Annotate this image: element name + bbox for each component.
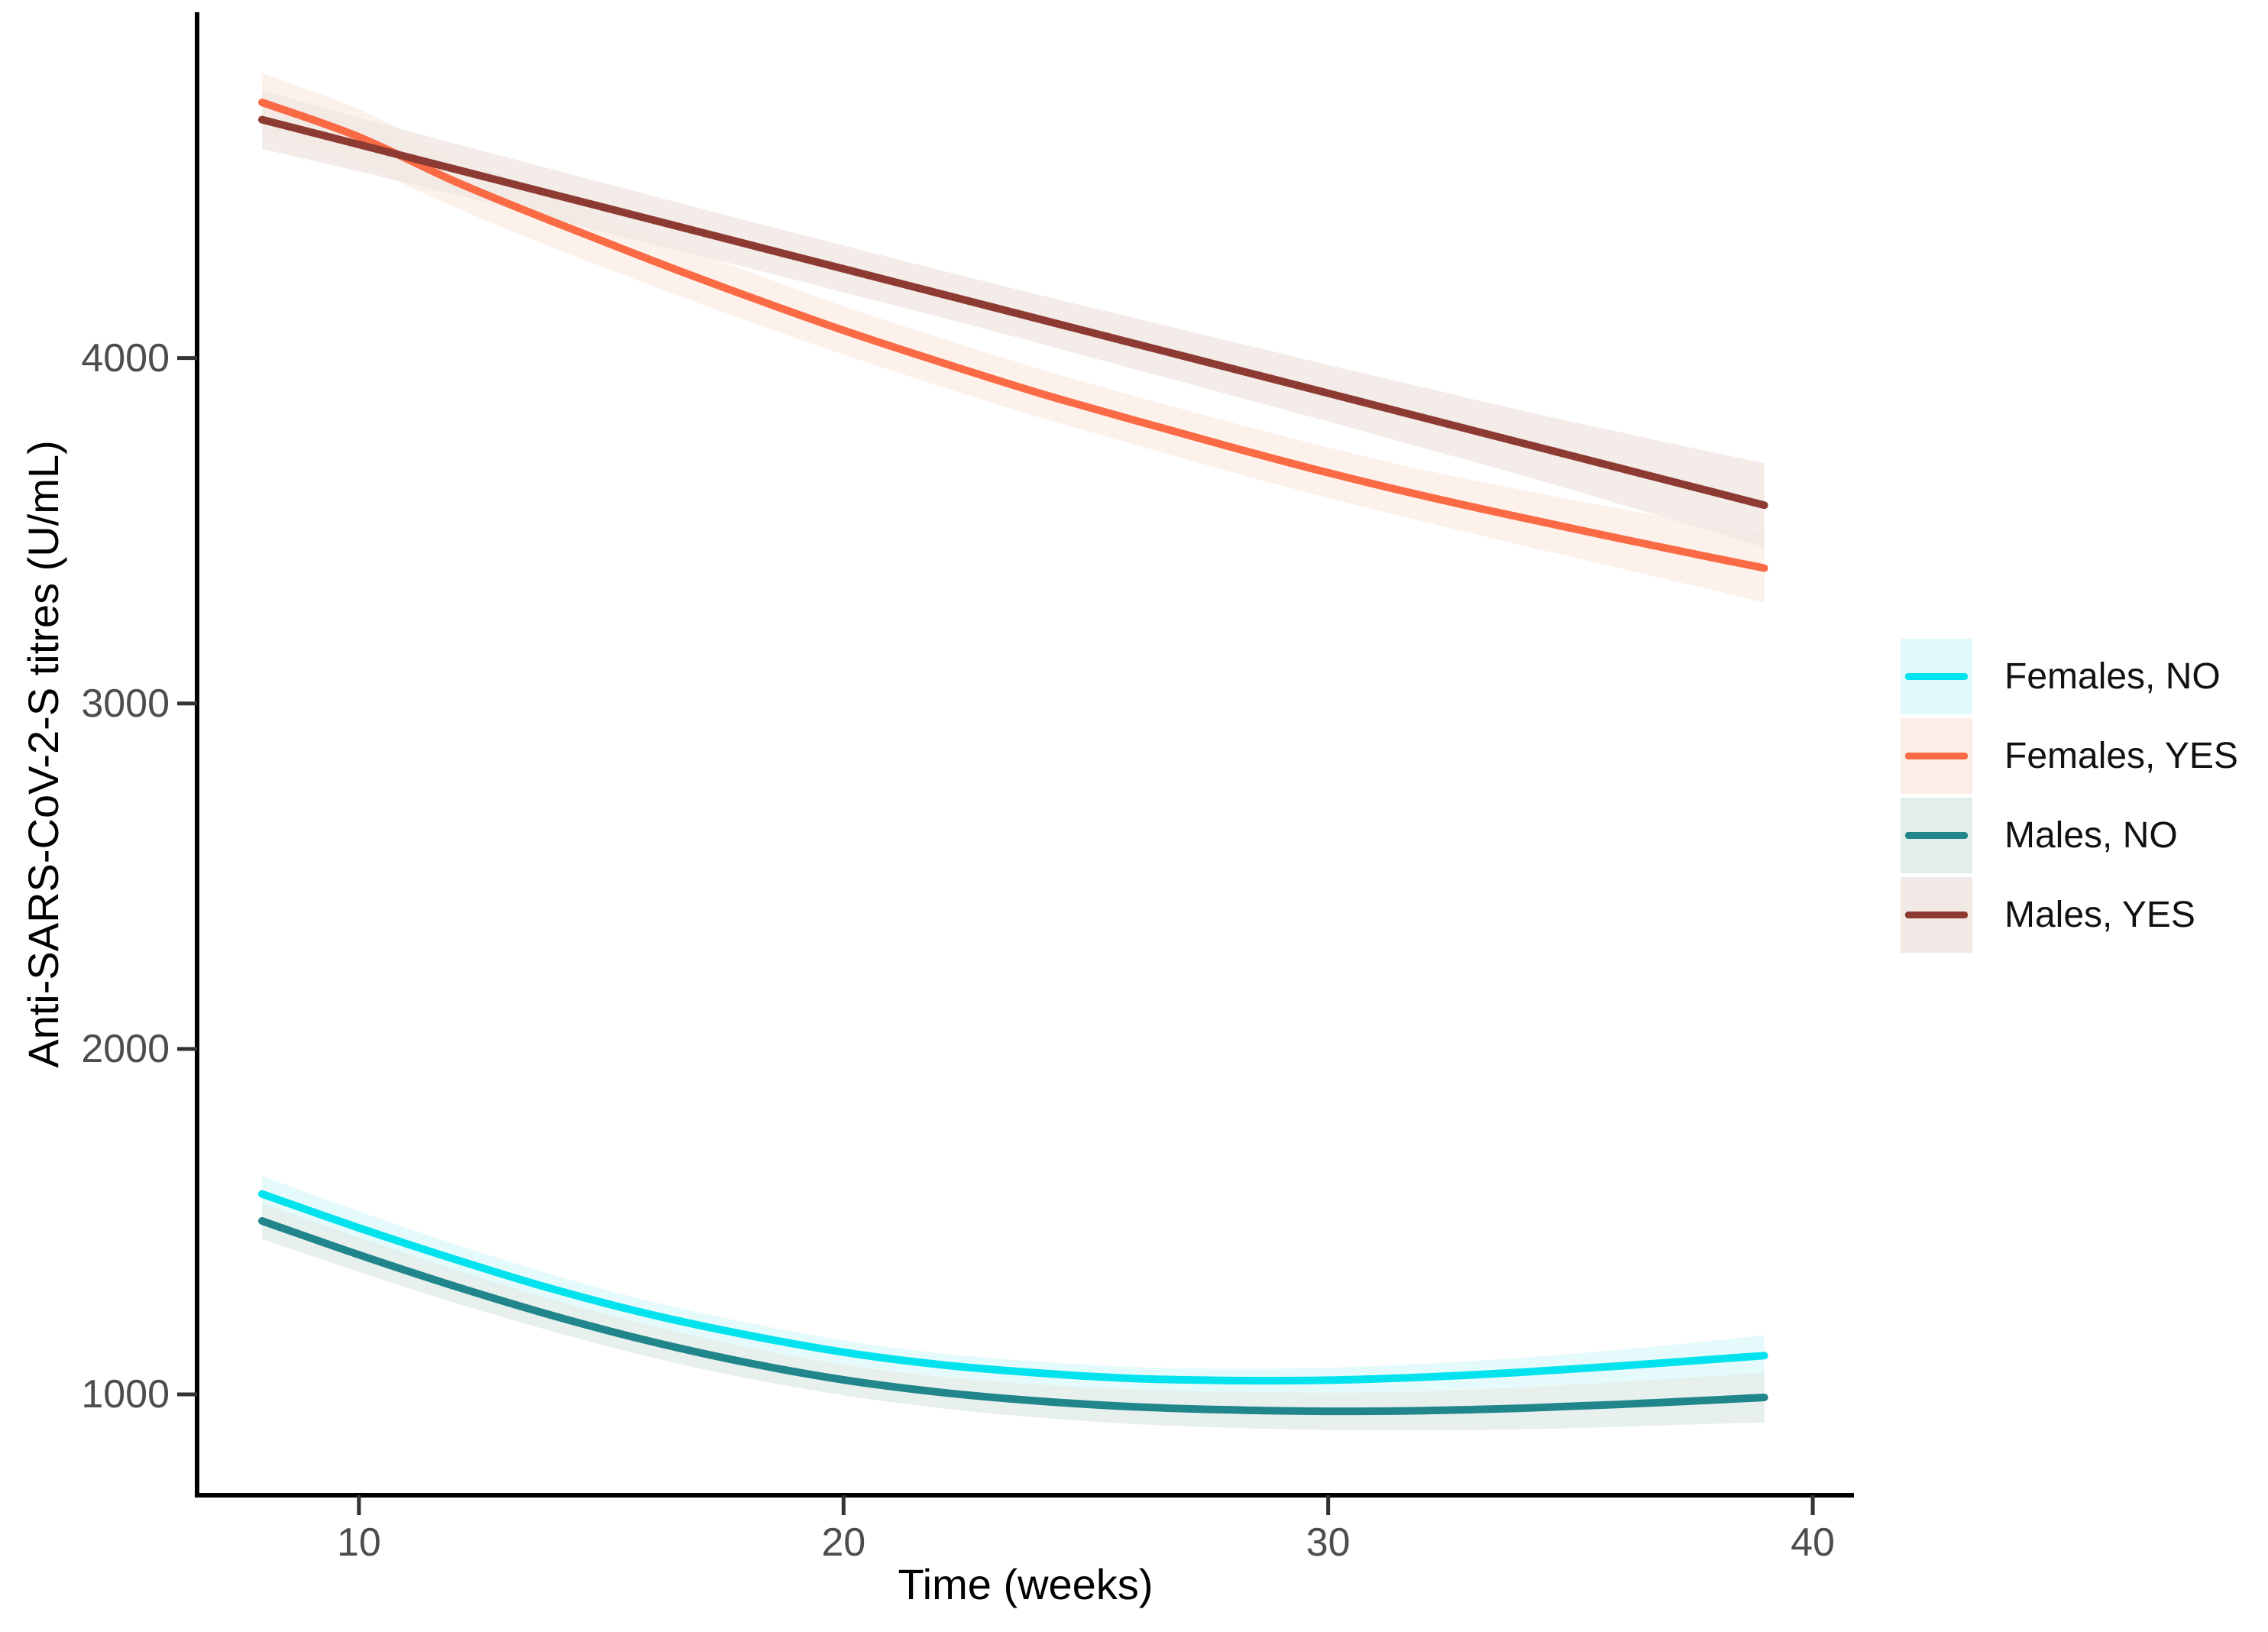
legend-key-swatch: [1901, 798, 1972, 873]
legend: Females, NO Females, YES Males, NO Males…: [1901, 639, 2238, 953]
x-tick-label: 30: [1305, 1520, 1351, 1565]
legend-item: Females, YES: [1901, 718, 2238, 794]
line-females-yes: [258, 99, 1768, 572]
legend-key-line: [1905, 832, 1968, 839]
legend-label: Males, NO: [2004, 814, 2178, 856]
legend-key-swatch: [1901, 877, 1972, 953]
y-axis-title: Anti-SARS-CoV-2-S titres (U/mL): [19, 439, 67, 1068]
legend-label: Males, YES: [2004, 894, 2195, 935]
line-females-no: [258, 1190, 1768, 1385]
y-tick-label: 4000: [81, 335, 170, 380]
legend-key-line: [1905, 912, 1968, 918]
x-axis-title: Time (weeks): [898, 1560, 1153, 1608]
ribbon-females-yes: [262, 73, 1765, 603]
y-tick-label: 3000: [81, 681, 170, 726]
legend-key-line: [1905, 673, 1968, 680]
legend-label: Females, NO: [2004, 656, 2221, 697]
legend-key-swatch: [1901, 639, 1972, 714]
ribbon-males-yes: [262, 90, 1765, 548]
x-tick-label: 40: [1791, 1520, 1835, 1565]
ribbon-females-no: [262, 1176, 1765, 1393]
x-tick-label: 20: [821, 1520, 866, 1565]
legend-item: Males, NO: [1901, 798, 2238, 873]
y-tick-label: 2000: [81, 1026, 170, 1071]
legend-label: Females, YES: [2004, 735, 2238, 776]
legend-key-swatch: [1901, 718, 1972, 794]
y-tick-label: 1000: [81, 1371, 170, 1417]
legend-key-line: [1905, 753, 1968, 759]
legend-item: Females, NO: [1901, 639, 2238, 714]
x-tick-label: 10: [336, 1520, 381, 1565]
line-males-yes: [258, 115, 1768, 510]
line-males-no: [258, 1217, 1768, 1416]
legend-item: Males, YES: [1901, 877, 2238, 953]
